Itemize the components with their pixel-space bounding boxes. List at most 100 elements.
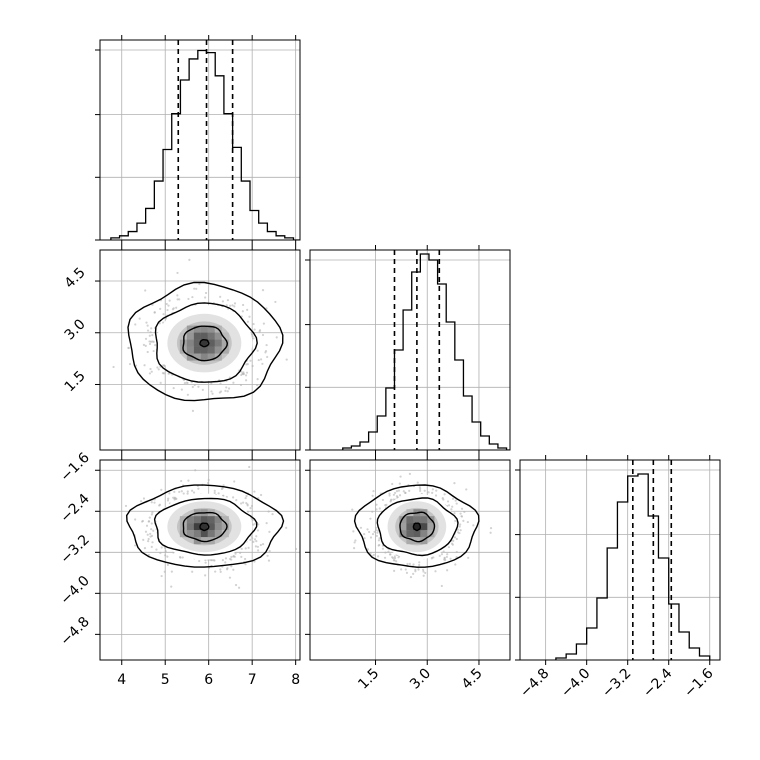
scatter-point (359, 526, 363, 529)
scatter-point (153, 501, 156, 504)
density-pixel (413, 537, 421, 545)
scatter-point (160, 488, 163, 491)
scatter-point (167, 304, 170, 307)
histogram-panel-0 (95, 35, 300, 245)
scatter-point (266, 554, 269, 557)
scatter-point (438, 554, 441, 557)
scatter-point (151, 334, 154, 337)
scatter-point (434, 570, 437, 573)
scatter-point (185, 381, 188, 384)
scatter-point (244, 374, 248, 377)
scatter-point (170, 585, 173, 588)
scatter-point (259, 493, 263, 497)
scatter-point (241, 310, 244, 313)
density-pixel (420, 523, 428, 531)
scatter-point (467, 556, 470, 559)
scatter-point (462, 519, 465, 522)
scatter-point (149, 331, 152, 334)
scatter-point (213, 491, 216, 495)
scatter-point (443, 493, 446, 496)
scatter-point (233, 305, 236, 308)
scatter-point (159, 307, 162, 310)
scatter-point (250, 504, 254, 508)
y-tick-label: −4.8 (57, 614, 92, 649)
scatter-point (419, 487, 422, 491)
scatter-point (242, 371, 245, 374)
scatter-point (198, 559, 201, 563)
scatter-point (251, 364, 254, 368)
scatter-point (237, 586, 241, 589)
scatter-point (112, 365, 115, 369)
scatter-point (412, 572, 415, 575)
scatter-point (372, 490, 375, 493)
scatter-point (372, 553, 376, 556)
scatter-point (191, 409, 195, 412)
scatter-point (219, 568, 222, 571)
scatter-point (459, 529, 462, 532)
scatter-point (265, 343, 268, 347)
density-pixel (427, 530, 435, 538)
scatter-point (225, 304, 228, 307)
scatter-point (146, 324, 149, 327)
scatter-point (422, 574, 425, 577)
scatter-point (226, 299, 230, 302)
contour-1-0 (199, 522, 210, 532)
scatter-point (198, 282, 201, 286)
scatter-point (239, 502, 243, 505)
scatter-point (254, 545, 258, 548)
scatter-point (166, 563, 169, 567)
scatter-point (454, 499, 457, 502)
scatter-point (234, 552, 237, 555)
scatter-point (154, 344, 157, 347)
scatter-point (153, 311, 156, 314)
scatter-point (419, 489, 422, 492)
density-pixel (221, 346, 229, 354)
scatter-body-2 (351, 472, 493, 588)
scatter-point (254, 522, 257, 525)
histogram-frame-0 (99, 39, 301, 241)
scatter-point (264, 349, 268, 353)
scatter-point (388, 494, 391, 497)
scatter-point (160, 546, 163, 549)
scatter-point (371, 494, 374, 497)
density-pixel (207, 516, 215, 524)
scatter-point (404, 491, 407, 494)
x-tick-label: −2.4 (640, 665, 675, 700)
scatter-point (253, 560, 256, 563)
scatter-point (354, 539, 357, 542)
scatter-point (381, 547, 385, 550)
scatter-body-0 (112, 258, 288, 412)
scatter-point (285, 358, 288, 361)
scatter-point (210, 390, 213, 393)
density-pixel (193, 537, 201, 545)
scatter-point (252, 540, 255, 543)
scatter-point (195, 287, 198, 290)
scatter-point (459, 523, 462, 526)
scatter-point (148, 340, 151, 343)
scatter-point (180, 388, 183, 391)
scatter-point (210, 382, 213, 385)
scatter-point (151, 511, 154, 514)
scatter-point (257, 358, 260, 362)
x-tick-label: 6 (204, 672, 213, 688)
scatter-point (434, 494, 438, 497)
scatter-point (456, 528, 459, 531)
scatter-point (180, 479, 183, 483)
scatter-point (442, 498, 445, 501)
scatter-point (162, 364, 165, 367)
scatter-point (400, 568, 403, 571)
scatter-point (134, 518, 137, 521)
scatter-point (251, 332, 254, 336)
scatter-point (230, 555, 233, 559)
scatter-point (408, 489, 411, 492)
scatter-point (422, 568, 425, 571)
y-tick-label: −3.2 (57, 532, 92, 567)
density-pixel (200, 353, 208, 361)
scatter-point (178, 555, 182, 559)
x-tick-label: −1.6 (681, 665, 716, 700)
scatter-frame-0 (99, 249, 301, 451)
scatter-point (221, 487, 224, 490)
scatter-point (414, 568, 417, 571)
x-tick-label: −4.8 (517, 666, 552, 701)
scatter-point (148, 372, 152, 375)
